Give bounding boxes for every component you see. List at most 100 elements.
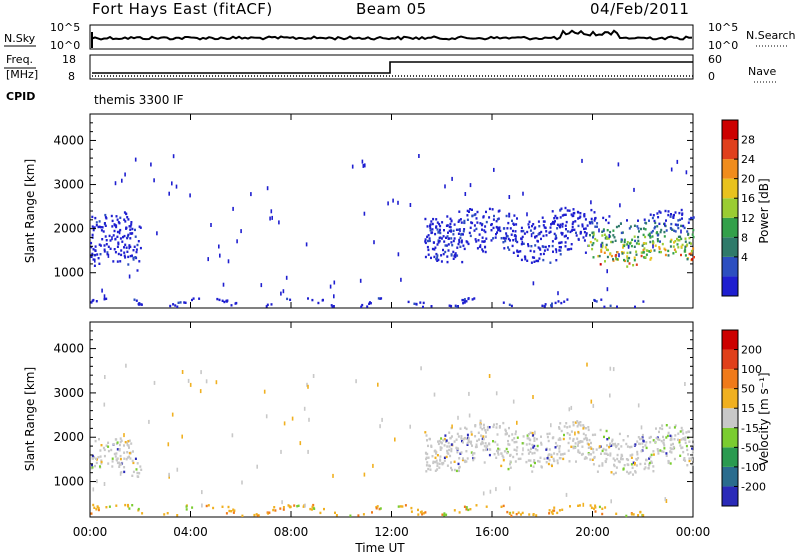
echo-cell	[515, 239, 517, 243]
echo-cell	[572, 445, 575, 448]
freq-panel: Freq. [MHz] 18 8 60 0 Nave CPID themis 3…	[4, 53, 776, 107]
echo-cell	[436, 259, 439, 262]
echo-cell	[123, 251, 126, 254]
echo-cell	[667, 460, 670, 463]
colorbar-tick-label: 200	[741, 344, 762, 357]
echo-cell	[123, 444, 125, 447]
echo-cell	[603, 251, 606, 254]
echo-cell	[527, 448, 530, 452]
echo-cell	[616, 457, 619, 461]
echo-cell	[594, 506, 597, 509]
echo-cell	[446, 445, 449, 448]
echo-cell	[648, 457, 651, 460]
echo-cell	[609, 454, 612, 457]
echo-cell	[540, 230, 543, 234]
echo-cell	[576, 444, 579, 447]
echo-cell	[529, 249, 532, 253]
echo-cell	[115, 458, 118, 461]
echo-cell	[113, 248, 116, 251]
echo-cell	[559, 253, 562, 256]
echo-cell	[604, 448, 607, 452]
echo-cell	[633, 224, 636, 227]
echo-cell	[571, 225, 574, 229]
echo-cell	[479, 419, 482, 422]
echo-cell	[554, 441, 557, 445]
echo-cell	[116, 461, 119, 465]
echo-cell	[332, 473, 334, 478]
echo-cell	[568, 248, 571, 251]
echo-cell	[447, 237, 450, 240]
echo-cell	[656, 448, 659, 451]
echo-cell	[534, 244, 537, 247]
echo-cell	[463, 219, 466, 223]
echo-cell	[132, 258, 135, 261]
echo-cell	[508, 215, 511, 218]
echo-cell	[629, 225, 632, 228]
echo-cell	[181, 370, 184, 374]
echo-cell	[138, 225, 141, 228]
echo-cell	[594, 217, 596, 220]
echo-cell	[270, 303, 273, 306]
echo-cell	[556, 223, 559, 226]
echo-cell	[138, 260, 141, 263]
echo-cell	[512, 455, 515, 459]
echo-cell	[127, 218, 130, 221]
echo-cell	[504, 428, 507, 431]
echo-cell	[126, 236, 129, 240]
echo-cell	[502, 301, 505, 304]
echo-cell	[670, 451, 673, 454]
echo-cell	[633, 463, 636, 466]
echo-cell	[462, 438, 465, 441]
echo-cell	[668, 426, 671, 429]
echo-cell	[691, 233, 694, 236]
ytick-label: 3000	[53, 386, 84, 400]
echo-cell	[128, 452, 131, 455]
echo-cell	[297, 504, 300, 507]
echo-cell	[483, 445, 486, 448]
echo-cell	[579, 231, 582, 234]
echo-cell	[452, 239, 455, 243]
echo-cell	[460, 241, 463, 244]
echo-cell	[558, 445, 561, 448]
echo-cell	[225, 512, 228, 515]
echo-cell	[539, 253, 542, 256]
echo-cell	[548, 245, 551, 248]
echo-cell	[94, 258, 96, 263]
xtick-label: 16:00	[475, 525, 510, 539]
echo-cell	[566, 432, 569, 435]
echo-cell	[526, 212, 528, 217]
echo-cell	[583, 227, 585, 231]
echo-cell	[482, 216, 485, 219]
echo-cell	[491, 208, 494, 211]
echo-cell	[222, 282, 225, 287]
echo-cell	[634, 239, 637, 243]
echo-cell	[488, 453, 491, 457]
echo-cell	[427, 234, 430, 237]
echo-cell	[199, 389, 202, 394]
echo-cell	[471, 298, 474, 301]
echo-cell	[351, 164, 354, 169]
echo-cell	[584, 251, 587, 254]
echo-cell	[648, 436, 651, 439]
echo-cell	[241, 480, 243, 485]
echo-cell	[502, 504, 505, 508]
echo-cell	[574, 421, 577, 424]
echo-cell	[629, 242, 631, 245]
echo-cell	[153, 380, 156, 385]
echo-cell	[461, 458, 464, 462]
echo-cell	[438, 462, 441, 466]
echo-cell	[509, 460, 512, 463]
echo-cell	[634, 462, 636, 465]
echo-cell	[187, 378, 190, 383]
echo-cell	[521, 442, 524, 445]
echo-cell	[503, 450, 506, 453]
echo-cell	[506, 451, 509, 455]
echo-cell	[94, 253, 97, 257]
echo-cell	[670, 167, 673, 172]
xtick-label: 00:00	[676, 525, 711, 539]
echo-cell	[428, 237, 431, 240]
echo-cell	[532, 395, 534, 399]
echo-cell	[426, 461, 429, 464]
echo-cell	[650, 249, 652, 252]
echo-cell	[565, 234, 567, 237]
